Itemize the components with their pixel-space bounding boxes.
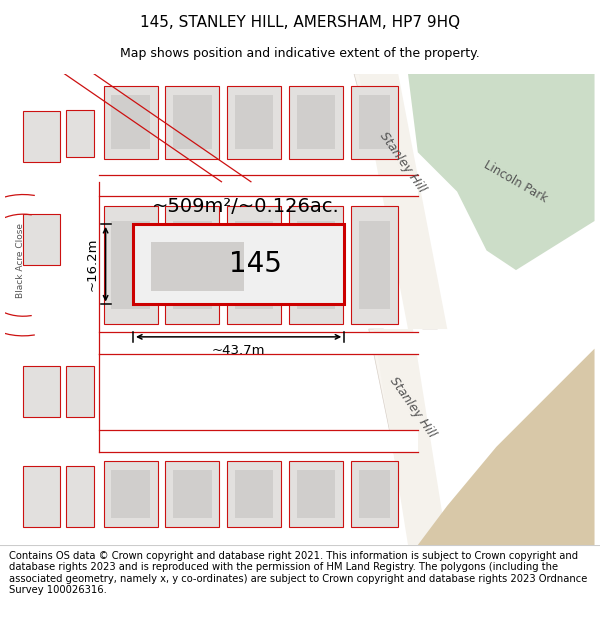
Bar — [67, 466, 94, 528]
Text: Black Acre Close: Black Acre Close — [16, 222, 25, 298]
Bar — [297, 96, 335, 149]
Bar — [104, 206, 158, 324]
Bar — [227, 206, 281, 324]
Bar — [23, 366, 61, 418]
Bar — [5, 332, 418, 354]
Bar — [67, 110, 94, 158]
Polygon shape — [354, 74, 437, 329]
Polygon shape — [408, 74, 595, 270]
Bar — [297, 471, 335, 518]
Text: 145: 145 — [229, 250, 282, 278]
Bar — [173, 471, 212, 518]
Text: Lincoln Park: Lincoln Park — [482, 158, 550, 205]
Text: ~43.7m: ~43.7m — [212, 344, 265, 357]
Bar — [235, 221, 274, 309]
Text: ~16.2m: ~16.2m — [85, 238, 98, 291]
Bar — [351, 206, 398, 324]
Bar — [289, 86, 343, 159]
Polygon shape — [0, 194, 34, 336]
Bar — [173, 221, 212, 309]
Bar — [23, 111, 61, 162]
Bar — [166, 86, 220, 159]
Bar — [351, 461, 398, 528]
Bar — [133, 224, 344, 304]
Bar — [112, 221, 150, 309]
Bar — [67, 366, 94, 418]
Bar — [23, 466, 61, 528]
Polygon shape — [374, 329, 447, 545]
Bar — [289, 206, 343, 324]
Bar — [5, 430, 418, 452]
Text: 145, STANLEY HILL, AMERSHAM, HP7 9HQ: 145, STANLEY HILL, AMERSHAM, HP7 9HQ — [140, 14, 460, 29]
Bar — [359, 221, 391, 309]
Polygon shape — [359, 74, 447, 329]
Bar — [235, 471, 274, 518]
Bar — [104, 86, 158, 159]
Bar — [166, 206, 220, 324]
Bar — [227, 461, 281, 528]
Text: Stanley Hill: Stanley Hill — [387, 375, 439, 440]
Bar — [235, 96, 274, 149]
Bar — [297, 221, 335, 309]
Bar — [166, 461, 220, 528]
Bar — [5, 175, 418, 196]
Text: Stanley Hill: Stanley Hill — [377, 129, 429, 195]
Bar — [227, 86, 281, 159]
Text: Contains OS data © Crown copyright and database right 2021. This information is : Contains OS data © Crown copyright and d… — [9, 551, 587, 596]
Bar — [112, 471, 150, 518]
Bar — [151, 242, 244, 291]
Text: Map shows position and indicative extent of the property.: Map shows position and indicative extent… — [120, 47, 480, 59]
Bar — [359, 471, 391, 518]
Polygon shape — [369, 329, 428, 545]
Bar — [112, 96, 150, 149]
Bar — [23, 214, 61, 265]
Bar — [173, 96, 212, 149]
Text: ~509m²/~0.126ac.: ~509m²/~0.126ac. — [152, 197, 340, 216]
Bar — [351, 86, 398, 159]
Bar — [359, 96, 391, 149]
Bar — [289, 461, 343, 528]
Bar — [104, 461, 158, 528]
Polygon shape — [418, 349, 595, 545]
